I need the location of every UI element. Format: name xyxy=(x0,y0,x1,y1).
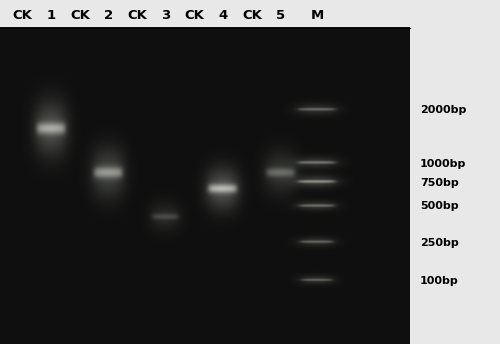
Text: 500bp: 500bp xyxy=(420,201,459,211)
Text: 1: 1 xyxy=(46,9,56,22)
Text: 4: 4 xyxy=(219,9,228,22)
Text: 2: 2 xyxy=(104,9,113,22)
Text: 2000bp: 2000bp xyxy=(420,105,467,115)
Text: 5: 5 xyxy=(276,9,285,22)
Text: CK: CK xyxy=(12,9,32,22)
Text: 750bp: 750bp xyxy=(420,178,459,187)
Text: CK: CK xyxy=(70,9,90,22)
Text: M: M xyxy=(311,9,324,22)
Text: 250bp: 250bp xyxy=(420,238,459,248)
Text: 3: 3 xyxy=(162,9,170,22)
Text: 1000bp: 1000bp xyxy=(420,159,467,169)
Text: CK: CK xyxy=(128,9,148,22)
Text: CK: CK xyxy=(185,9,204,22)
Text: CK: CK xyxy=(242,9,262,22)
Text: 100bp: 100bp xyxy=(420,276,459,286)
